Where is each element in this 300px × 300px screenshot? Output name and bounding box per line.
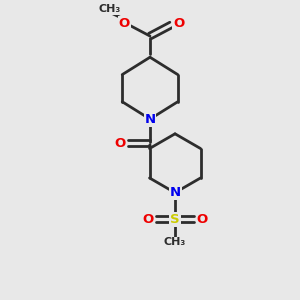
Text: S: S [170, 213, 180, 226]
Text: O: O [114, 137, 125, 150]
Text: O: O [197, 213, 208, 226]
Text: CH₃: CH₃ [98, 4, 121, 14]
Text: N: N [169, 186, 181, 199]
Text: O: O [173, 17, 184, 30]
Text: O: O [142, 213, 153, 226]
Text: O: O [119, 17, 130, 30]
Text: N: N [144, 112, 156, 126]
Text: CH₃: CH₃ [164, 238, 186, 248]
